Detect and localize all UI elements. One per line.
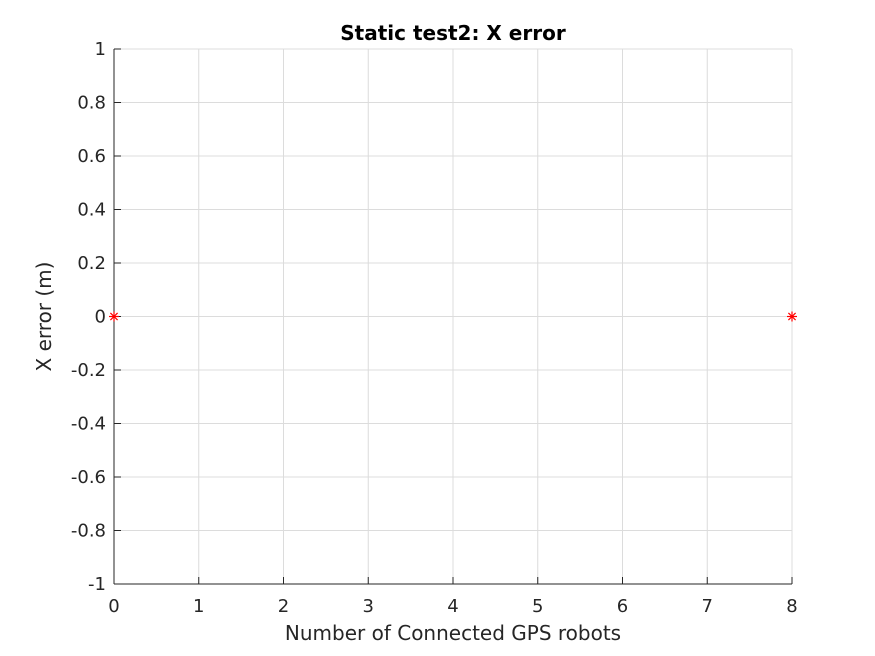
y-tick-label: 1 — [95, 39, 106, 60]
x-tick-label: 7 — [702, 596, 713, 617]
x-tick-label: 6 — [617, 596, 628, 617]
y-tick-label: -0.8 — [71, 521, 106, 542]
y-tick-label: 0.8 — [77, 93, 106, 114]
y-tick-label: -0.2 — [71, 360, 106, 381]
x-tick-label: 3 — [363, 596, 374, 617]
y-tick-label: 0.6 — [77, 146, 106, 167]
x-tick-label: 1 — [193, 596, 204, 617]
y-axis-label: X error (m) — [32, 262, 56, 372]
y-tick-label: 0 — [95, 307, 106, 328]
x-tick-label: 0 — [108, 596, 119, 617]
data-points — [109, 311, 797, 322]
x-tick-label: 4 — [447, 596, 458, 617]
y-tick-label: -1 — [88, 574, 106, 595]
x-axis-label: Number of Connected GPS robots — [285, 621, 621, 645]
x-tick-label: 8 — [786, 596, 797, 617]
chart-title: Static test2: X error — [340, 21, 566, 45]
tick-labels: 0 1 2 3 4 5 6 7 8 -1 -0.8 -0.6 -0.4 -0.2 0 0.2 0.4 0.6 0.8… — [71, 39, 798, 617]
y-tick-label: 0.4 — [77, 200, 106, 221]
x-tick-label: 5 — [532, 596, 543, 617]
y-tick-label: 0.2 — [77, 253, 106, 274]
data-point — [787, 311, 797, 322]
y-tick-label: -0.6 — [71, 467, 106, 488]
y-tick-label: -0.4 — [71, 414, 106, 435]
x-tick-label: 2 — [278, 596, 289, 617]
data-point — [109, 311, 119, 322]
